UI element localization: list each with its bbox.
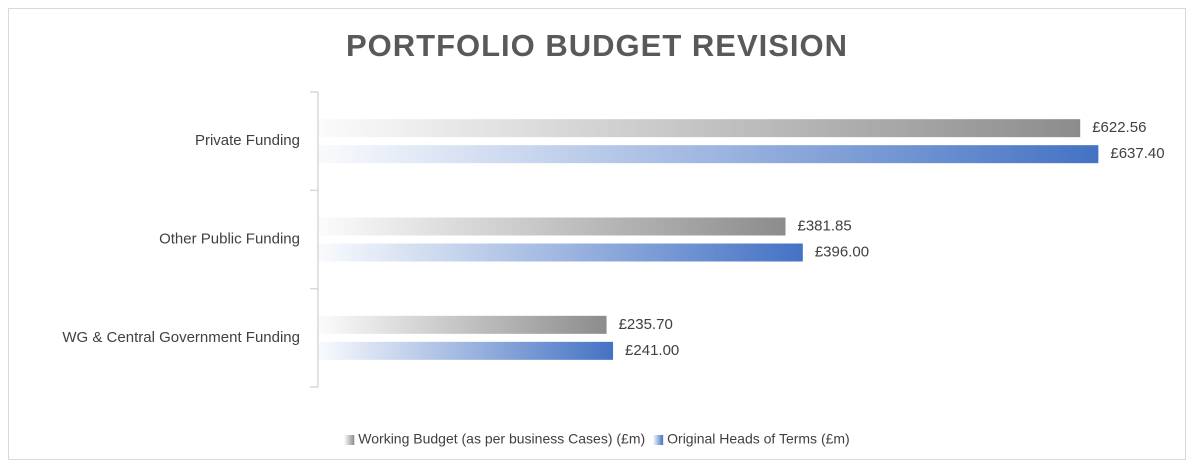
bar — [318, 315, 607, 334]
y-tick-label: Other Public Funding — [159, 230, 300, 247]
legend-label: Original Heads of Terms (£m) — [667, 431, 850, 447]
bar — [318, 243, 803, 262]
y-tick-label: Private Funding — [195, 132, 300, 149]
legend-swatch — [653, 435, 664, 445]
legend-swatch — [344, 435, 355, 445]
bar — [318, 145, 1099, 164]
legend-label: Working Budget (as per business Cases) (… — [358, 431, 645, 447]
data-label: £381.85 — [797, 217, 851, 234]
data-label: £637.40 — [1110, 145, 1164, 162]
data-label: £396.00 — [815, 243, 869, 260]
chart-title: PORTFOLIO BUDGET REVISION — [346, 28, 848, 63]
data-label: £235.70 — [619, 316, 673, 333]
data-label: £622.56 — [1092, 119, 1146, 136]
y-tick-label: WG & Central Government Funding — [62, 329, 300, 346]
bar — [318, 217, 786, 236]
data-label: £241.00 — [625, 342, 679, 359]
bar — [318, 341, 614, 360]
bar — [318, 119, 1081, 138]
